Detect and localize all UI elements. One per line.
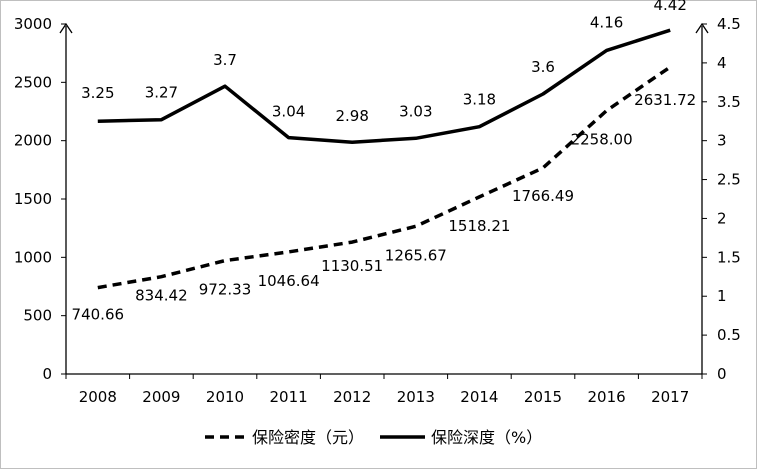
legend: 保险密度（元） 保险深度（%） (205, 428, 542, 447)
right-y-tick-label: 3.5 (717, 93, 741, 111)
depth-data-label: 4.16 (590, 13, 623, 31)
depth-data-label: 3.04 (272, 103, 305, 121)
density-data-label: 1766.49 (512, 187, 574, 205)
depth-data-label: 3.27 (145, 84, 178, 102)
x-tick-label: 2015 (524, 388, 562, 406)
density-data-label: 1265.67 (385, 246, 447, 264)
legend-density-label: 保险密度（元） (252, 428, 364, 447)
insurance-density-line (97, 65, 672, 290)
density-data-label: 1518.21 (448, 217, 510, 235)
left-y-tick-label: 1500 (14, 190, 52, 208)
depth-data-label: 3.25 (81, 84, 114, 102)
left-y-tick-label: 500 (23, 307, 52, 325)
x-tick-label: 2008 (79, 388, 117, 406)
series-lines (97, 28, 672, 290)
depth-data-label: 4.42 (653, 0, 686, 14)
depth-data-label: 3.6 (531, 58, 555, 76)
depth-data-label: 2.98 (335, 107, 368, 125)
left-y-tick-label: 0 (42, 365, 52, 383)
axes: 2008 2009 2010 2011 2012 2013 2014 2015 2016 2017… (14, 15, 741, 406)
right-y-tick-label: 0 (717, 365, 727, 383)
density-data-label: 1046.64 (258, 272, 320, 290)
x-tick-label: 2012 (333, 388, 371, 406)
density-data-label: 972.33 (199, 281, 252, 299)
x-tick-label: 2009 (142, 388, 180, 406)
density-data-label: 2258.00 (571, 131, 633, 149)
right-y-tick-label: 1.5 (717, 248, 741, 266)
legend-depth-label: 保险深度（%） (431, 428, 542, 447)
insurance-depth-line (97, 28, 671, 144)
left-y-tick-label: 2000 (14, 132, 52, 150)
right-y-tick-label: 3 (717, 132, 727, 150)
density-data-label: 740.66 (72, 306, 125, 324)
left-y-tick-label: 2500 (14, 73, 52, 91)
x-tick-label: 2010 (206, 388, 244, 406)
right-y-tick-label: 1 (717, 287, 727, 305)
density-data-label: 2631.72 (634, 91, 696, 109)
right-y-tick-label: 2 (717, 209, 727, 227)
depth-data-label: 3.7 (213, 51, 237, 69)
x-tick-label: 2011 (270, 388, 308, 406)
x-tick-label: 2013 (397, 388, 435, 406)
right-y-tick-label: 4.5 (717, 15, 741, 33)
left-y-tick-label: 1000 (14, 248, 52, 266)
x-tick-label: 2014 (460, 388, 498, 406)
density-data-label: 1130.51 (321, 257, 383, 275)
right-y-tick-label: 0.5 (717, 326, 741, 344)
x-tick-label: 2016 (588, 388, 626, 406)
x-tick-label: 2017 (651, 388, 689, 406)
right-y-tick-label: 4 (717, 54, 727, 72)
left-y-tick-label: 3000 (14, 15, 52, 33)
density-data-label: 834.42 (135, 287, 188, 305)
depth-data-label: 3.18 (463, 91, 496, 109)
depth-data-label: 3.03 (399, 102, 432, 120)
right-y-tick-label: 2.5 (717, 171, 741, 189)
